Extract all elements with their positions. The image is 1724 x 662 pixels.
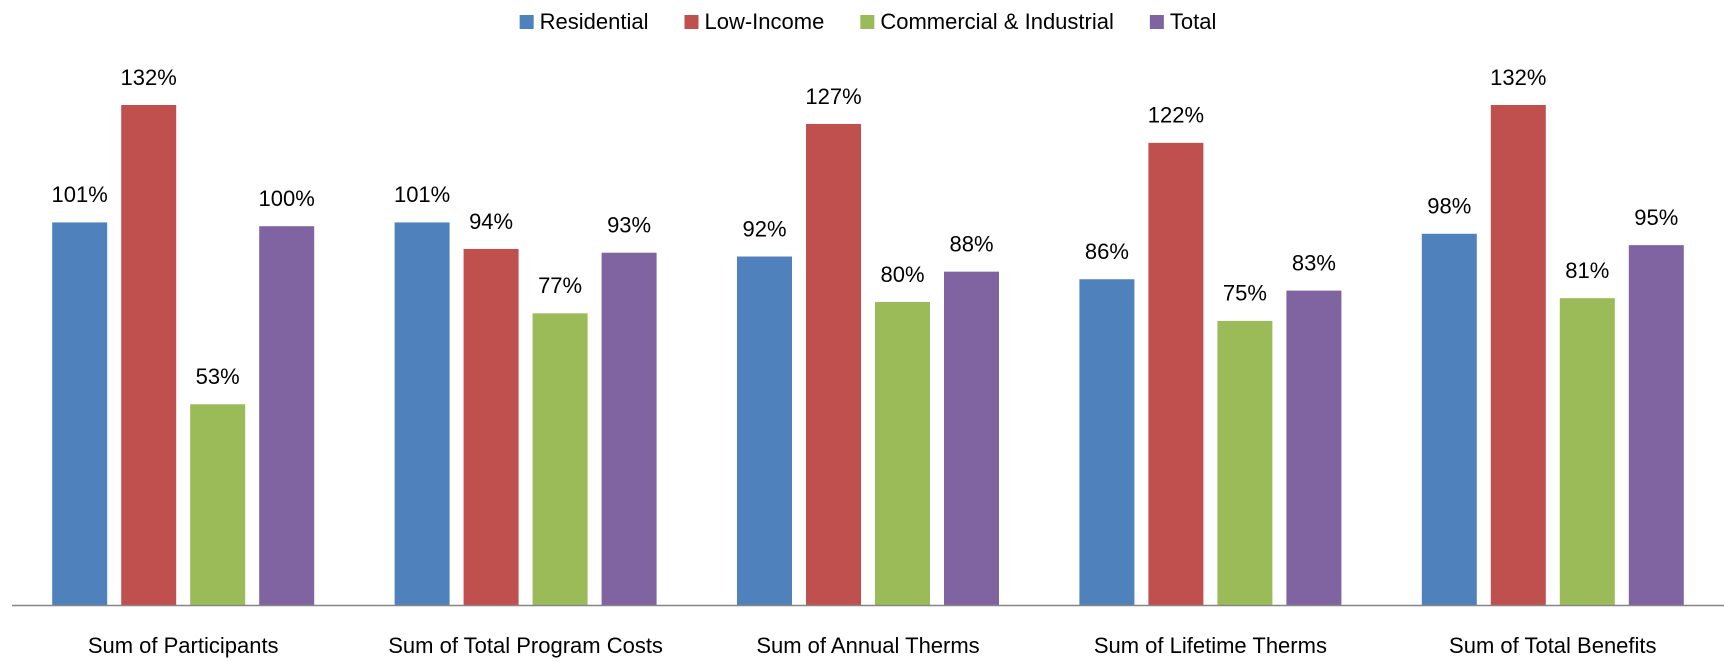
bar <box>1628 245 1684 605</box>
data-label: 94% <box>469 209 513 234</box>
data-label: 95% <box>1634 205 1678 230</box>
bar <box>259 226 315 605</box>
bar <box>190 404 246 605</box>
bar <box>944 271 999 605</box>
bar <box>601 252 657 605</box>
data-label: 53% <box>196 364 240 389</box>
data-label: 98% <box>1427 194 1471 219</box>
bar <box>1079 279 1135 605</box>
legend-swatch <box>1149 15 1164 29</box>
data-label: 80% <box>880 262 924 287</box>
data-label: 77% <box>538 273 582 298</box>
bar <box>1490 105 1546 605</box>
legend-label: Low-Income <box>705 9 825 34</box>
x-tick-label: Sum of Annual Therms <box>756 633 979 658</box>
bar <box>875 301 930 605</box>
data-label: 101% <box>394 182 450 207</box>
bar <box>532 313 588 605</box>
bar <box>463 248 519 605</box>
bar <box>806 123 861 605</box>
data-label: 132% <box>1490 65 1546 90</box>
x-tick-label: Sum of Total Program Costs <box>388 633 663 658</box>
bar <box>394 222 450 605</box>
legend-label: Residential <box>540 9 649 34</box>
x-tick-label: Sum of Lifetime Therms <box>1094 633 1327 658</box>
x-tick-label: Sum of Participants <box>88 633 279 658</box>
bar <box>1148 142 1204 605</box>
data-label: 132% <box>121 65 177 90</box>
legend-label: Total <box>1170 9 1216 34</box>
legend-swatch <box>519 15 534 29</box>
data-label: 122% <box>1148 103 1204 128</box>
data-label: 88% <box>949 231 993 256</box>
data-label: 86% <box>1085 239 1129 264</box>
data-label: 83% <box>1292 250 1336 275</box>
legend-swatch <box>684 15 699 29</box>
data-label: 93% <box>607 213 651 238</box>
legend-swatch <box>860 15 875 29</box>
bar <box>1421 233 1477 605</box>
bar <box>121 105 177 605</box>
x-tick-label: Sum of Total Benefits <box>1449 633 1657 658</box>
data-label: 101% <box>52 182 108 207</box>
data-label: 81% <box>1565 258 1609 283</box>
bar <box>52 222 108 605</box>
bar <box>737 256 792 605</box>
data-label: 100% <box>259 186 315 211</box>
bar <box>1217 320 1273 605</box>
data-label: 75% <box>1223 281 1267 306</box>
bar <box>1559 298 1615 605</box>
legend-label: Commercial & Industrial <box>880 9 1114 34</box>
data-label: 127% <box>805 84 861 109</box>
data-label: 92% <box>742 216 786 241</box>
bar <box>1286 290 1342 605</box>
